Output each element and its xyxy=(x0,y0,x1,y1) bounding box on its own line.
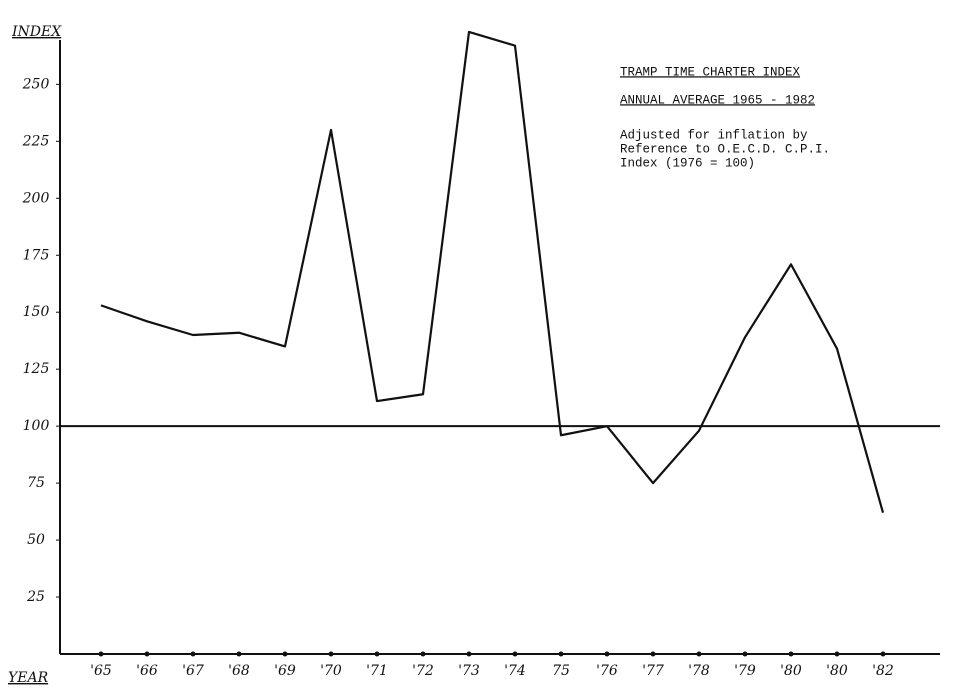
y-tick-label: 25 xyxy=(26,589,45,605)
x-tick-label: '71 xyxy=(366,663,388,679)
chart-subtitle: ANNUAL AVERAGE 1965 - 1982 xyxy=(620,93,815,107)
x-tick-label: '80 xyxy=(826,663,848,679)
y-tick-label: 50 xyxy=(27,532,45,548)
x-tick-label: '70 xyxy=(320,663,342,679)
x-tick-label: '82 xyxy=(872,663,894,679)
x-tick-dot xyxy=(282,651,288,657)
x-tick-label: '65 xyxy=(90,663,112,679)
x-tick-label: '74 xyxy=(504,663,526,679)
x-axis-label: YEAR xyxy=(8,670,49,686)
x-tick-label: 75 xyxy=(552,663,570,679)
x-tick-dot xyxy=(420,651,426,657)
x-tick-label: '72 xyxy=(412,663,434,679)
x-tick-label: '77 xyxy=(642,663,664,679)
y-axis-label: INDEX xyxy=(11,24,62,40)
annotation: Adjusted for inflation by xyxy=(620,128,808,142)
y-tick-label: 200 xyxy=(22,190,50,206)
chart-title: TRAMP TIME CHARTER INDEX xyxy=(620,65,801,79)
x-tick-dot xyxy=(374,651,380,657)
x-tick-dot xyxy=(880,651,886,657)
x-tick-dot xyxy=(190,651,196,657)
x-tick-label: '80 xyxy=(780,663,802,679)
x-tick-label: '66 xyxy=(136,663,158,679)
y-tick-label: 150 xyxy=(23,304,50,320)
data-line xyxy=(100,30,885,514)
x-tick-dot xyxy=(834,651,840,657)
y-tick-label: 175 xyxy=(23,247,50,263)
y-tick-label: 75 xyxy=(27,475,45,491)
x-tick-dot xyxy=(144,651,150,657)
x-tick-dot xyxy=(512,651,518,657)
x-tick-label: '78 xyxy=(688,663,710,679)
x-tick-dot xyxy=(98,651,104,657)
x-tick-label: '68 xyxy=(228,663,250,679)
annotation: Index (1976 = 100) xyxy=(620,156,755,170)
x-tick-label: '69 xyxy=(274,663,296,679)
x-tick-label: '67 xyxy=(182,663,204,679)
x-tick-label: '79 xyxy=(734,663,756,679)
x-tick-label: '76 xyxy=(596,663,618,679)
x-tick-dot xyxy=(650,651,656,657)
y-tick-label: 250 xyxy=(22,76,50,92)
annotation: Reference to O.E.C.D. C.P.I. xyxy=(620,142,830,156)
x-tick-dot xyxy=(604,651,610,657)
y-tick-label: 125 xyxy=(23,361,50,377)
y-tick-label: 100 xyxy=(23,418,50,434)
x-tick-dot xyxy=(788,651,794,657)
x-tick-dot xyxy=(236,651,242,657)
x-tick-dot xyxy=(328,651,334,657)
x-tick-dot xyxy=(558,651,564,657)
y-tick-label: 225 xyxy=(22,133,50,149)
x-tick-label: '73 xyxy=(458,663,480,679)
x-tick-dot xyxy=(696,651,702,657)
x-tick-dot xyxy=(466,651,472,657)
x-tick-dot xyxy=(742,651,748,657)
